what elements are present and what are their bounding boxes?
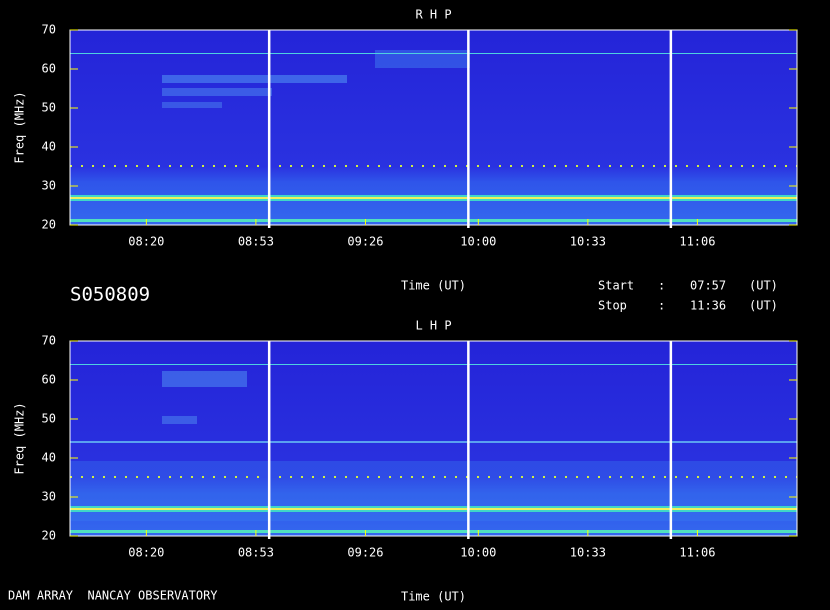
panel-title: R H P [415,8,451,22]
unit: (UT) [749,299,778,313]
x-tick-label: 10:00 [460,235,496,249]
x-axis-label: Time (UT) [401,590,466,604]
plot-frame [69,29,798,226]
x-tick-label: 09:26 [347,546,383,560]
x-tick-label: 08:53 [238,235,274,249]
x-axis-label: Time (UT) [401,279,466,293]
separator: : [658,279,665,293]
y-tick-label: 70 [42,334,56,348]
x-tick-label: 10:33 [570,546,606,560]
x-tick-label: 10:00 [460,546,496,560]
start-time: 07:57 [690,279,726,293]
x-tick-label: 09:26 [347,235,383,249]
y-axis-label: Freq (MHz) [13,402,27,474]
y-tick-label: 50 [42,412,56,426]
y-tick-label: 70 [42,23,56,37]
y-tick-label: 20 [42,529,56,543]
y-tick-label: 30 [42,179,56,193]
unit: (UT) [749,279,778,293]
x-tick-label: 10:33 [570,235,606,249]
separator: : [658,299,665,313]
x-tick-label: 08:53 [238,546,274,560]
y-tick-label: 60 [42,373,56,387]
y-axis-label: Freq (MHz) [13,91,27,163]
y-tick-label: 40 [42,140,56,154]
observation-id: S050809 [70,284,150,306]
footer: DAM ARRAY NANCAY OBSERVATORY [8,589,218,603]
x-tick-label: 11:06 [679,546,715,560]
y-tick-label: 50 [42,101,56,115]
y-tick-label: 60 [42,62,56,76]
spectrum-texture [70,341,797,536]
y-tick-label: 20 [42,218,56,232]
start-label: Start [598,279,634,293]
spectrum-texture [70,30,797,225]
plot-frame [69,340,798,537]
x-tick-label: 11:06 [679,235,715,249]
y-tick-label: 30 [42,490,56,504]
stop-time: 11:36 [690,299,726,313]
stop-label: Stop [598,299,627,313]
y-tick-label: 40 [42,451,56,465]
panel-title: L H P [415,319,451,333]
x-tick-label: 08:20 [128,235,164,249]
x-tick-label: 08:20 [128,546,164,560]
